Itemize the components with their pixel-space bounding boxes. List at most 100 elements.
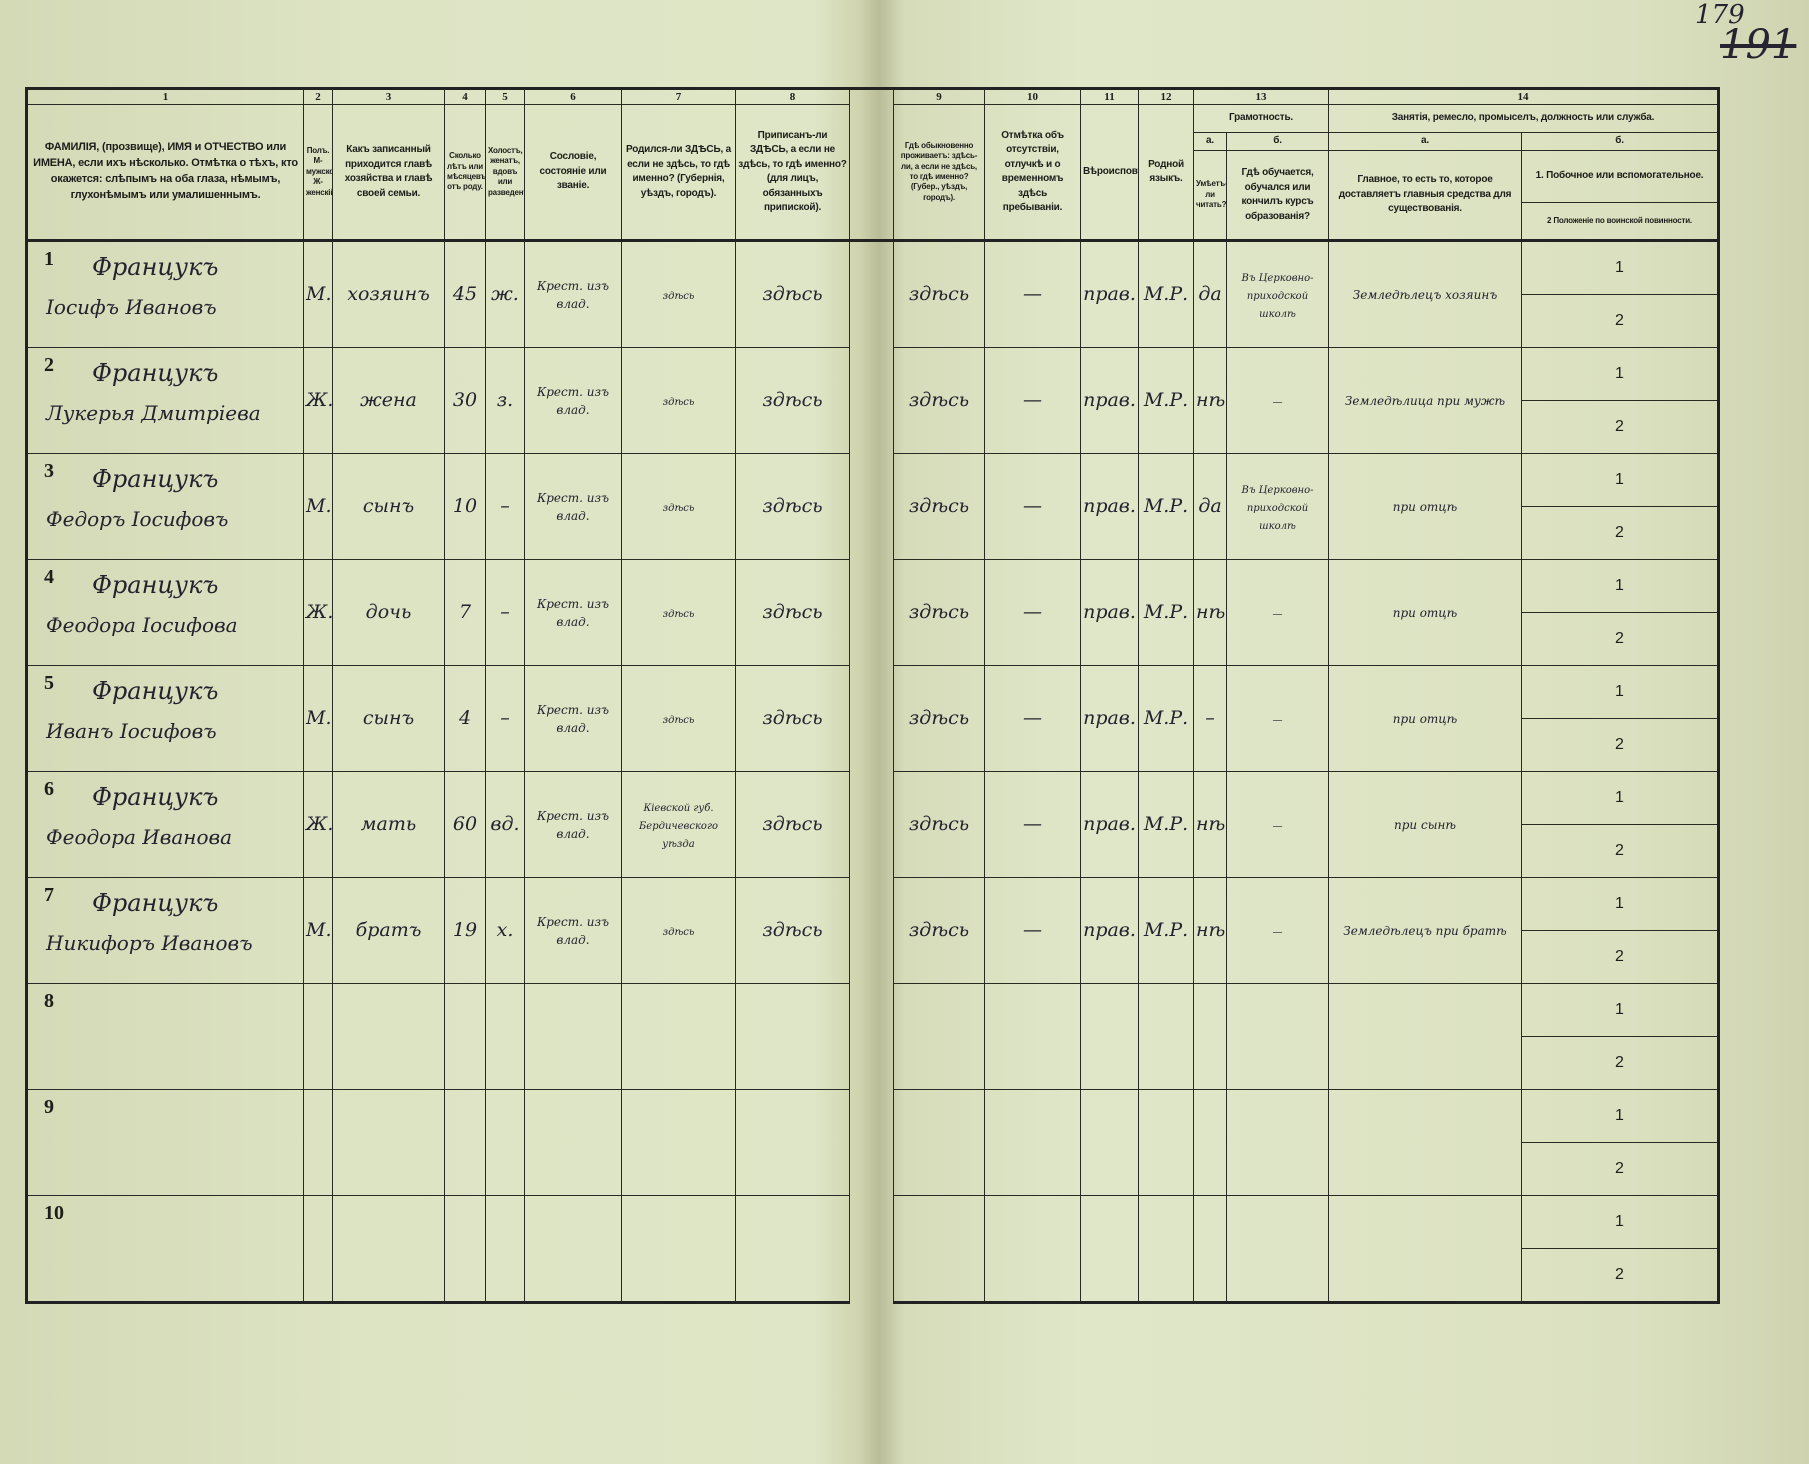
person-row: 4 Францукъ Феодора Іосифова Ж. дочь 7 – Крест. … [25,559,1720,666]
page-spine [850,1090,894,1196]
education-value: — [1272,926,1283,938]
sub-number: 1 [1615,259,1624,276]
registered-place: здѣсь [735,771,850,878]
secondary-occupation-cell: 1 [1521,347,1720,401]
religion: прав. [1080,347,1139,454]
sub-number: 1 [1615,365,1624,382]
secondary-occupation-cell: 1 [1521,665,1720,719]
relation [332,1195,445,1304]
can-read: нѣтъ [1193,347,1227,454]
page-spine [850,241,894,348]
sub-number: 2 [1615,842,1624,859]
row-number: 10 [44,1202,64,1224]
education-value: — [1272,820,1283,832]
main-occupation: Земледѣлица при мужѣ [1328,347,1522,454]
registered-place-value: здѣсь [762,601,823,623]
can-read: нѣтъ [1193,877,1227,984]
military-status-cell: 2 [1521,1036,1720,1090]
name-cell: 8 [25,983,304,1090]
native-language: М.Р. [1138,665,1194,772]
birthplace: здѣсь [621,559,736,666]
birthplace-value: здѣсь [662,608,695,620]
header-sex: Полъ. М-мужской. Ж-женскій. [303,104,333,242]
main-occupation: при сынѣ [1328,771,1522,878]
native-language [1138,1195,1194,1304]
sub-number: 2 [1615,312,1624,329]
col-number: 12 [1138,87,1194,105]
estate-value: Крест. изъ влад. [536,702,610,735]
religion-value: прав. [1083,813,1136,835]
registered-place [735,1195,850,1304]
sub-number: 2 [1615,524,1624,541]
age: 4 [444,665,486,772]
person-row-sub: 2 [27,294,1720,348]
age: 7 [444,559,486,666]
education: Въ Церковно-приходской школѣ [1226,240,1329,348]
relation: братъ [332,877,445,984]
col-number: 2 [303,87,333,105]
age: 60 [444,771,486,878]
estate: Крест. изъ влад. [524,453,622,560]
absence-note: — [984,665,1081,772]
name-cell: 7 Францукъ Никифоръ Ивановъ [25,877,304,984]
age-value: 4 [458,707,472,729]
surname: Францукъ [92,889,219,917]
sub-number: 1 [1615,895,1624,912]
religion-value: прав. [1083,389,1136,411]
religion [1080,1089,1139,1196]
absence-note-value: — [1023,389,1042,411]
sub-number: 2 [1615,418,1624,435]
birthplace: здѣсь [621,665,736,772]
name-cell: 1 Францукъ Іосифъ Ивановъ [25,240,304,348]
secondary-occupation-cell: 1 [1521,1089,1720,1143]
sub-number: 2 [1615,948,1624,965]
education-value: — [1272,608,1283,620]
military-status-cell: 2 [1521,400,1720,454]
absence-note-value: — [1023,919,1042,941]
relation-value: хозяинъ [347,283,430,305]
can-read-value: нѣтъ [1196,389,1226,411]
main-occupation-value: Земледѣлецъ хозяинъ [1352,287,1498,302]
education-value: — [1272,396,1283,408]
marital-status-value: з. [496,389,514,411]
religion: прав. [1080,665,1139,772]
marital-status-value: – [500,601,510,623]
native-language: М.Р. [1138,559,1194,666]
given-name: Иванъ Іосифовъ [46,719,217,744]
age-value: 60 [452,813,478,835]
estate: Крест. изъ влад. [524,347,622,454]
native-language: М.Р. [1138,877,1194,984]
header-literacy: Грамотность. [1193,104,1329,133]
absence-note-value: — [1023,707,1042,729]
can-read: нѣтъ [1193,771,1227,878]
birthplace: здѣсь [621,877,736,984]
relation-value: братъ [355,919,422,941]
relation-value: сынъ [362,495,415,517]
age [444,1195,486,1304]
person-row: 7 Францукъ Никифоръ Ивановъ М. братъ 19 х. Крес… [25,877,1720,984]
registered-place-value: здѣсь [762,707,823,729]
name-cell: 2 Францукъ Лукерья Дмитріева [25,347,304,454]
estate: Крест. изъ влад. [524,877,622,984]
absence-note [984,1195,1081,1304]
age [444,1089,486,1196]
birthplace-value: здѣсь [662,714,695,726]
native-language-value: М.Р. [1143,919,1189,941]
main-occupation: при отцѣ [1328,559,1522,666]
header-military-status: 2 Положеніе по воинской повинности. [1521,202,1720,242]
birthplace-value: здѣсь [662,926,695,938]
page-spine [850,454,894,560]
registered-place: здѣсь [735,453,850,560]
education: Въ Церковно-приходской школѣ [1226,453,1329,560]
can-read-value: – [1205,707,1215,729]
registered-place-value: здѣсь [762,919,823,941]
relation: жена [332,347,445,454]
given-name: Лукерья Дмитріева [46,401,261,426]
registered-place [735,1089,850,1196]
religion: прав. [1080,771,1139,878]
secondary-occupation-cell: 1 [1521,877,1720,931]
can-read-value: нѣтъ [1196,813,1226,835]
can-read-value: да [1198,495,1222,517]
main-occupation-value: Земледѣлецъ при братѣ [1343,923,1507,938]
absence-note: — [984,453,1081,560]
